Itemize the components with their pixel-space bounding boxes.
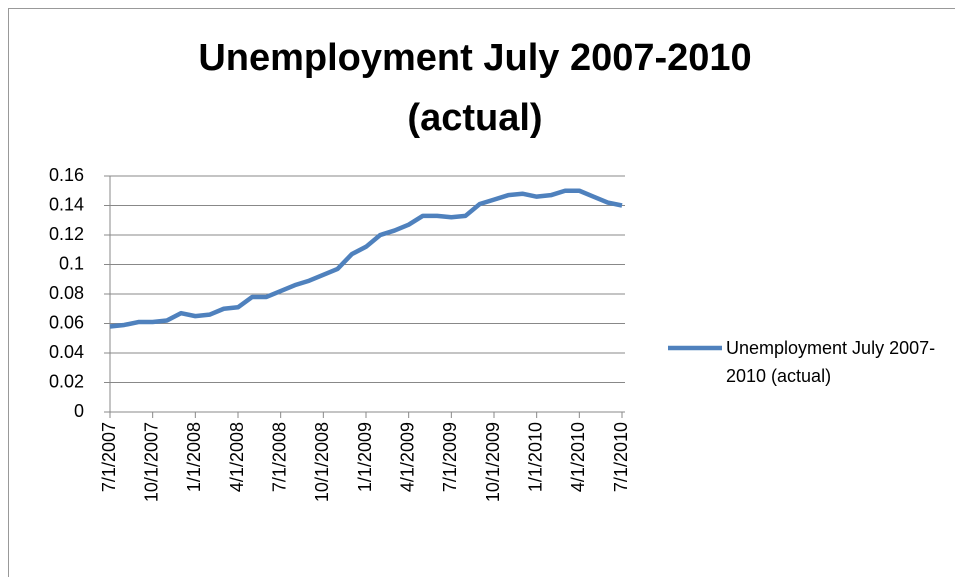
y-tick-label: 0.12 (49, 224, 84, 244)
x-tick-label: 7/1/2007 (99, 422, 119, 492)
y-tick-label: 0.1 (59, 253, 84, 273)
legend-label: Unemployment July 2007-2010 (actual) (726, 338, 936, 386)
chart-frame (8, 8, 955, 577)
y-tick-label: 0 (74, 401, 84, 421)
y-tick-label: 0.02 (49, 371, 84, 391)
y-tick-label: 0.14 (49, 194, 84, 214)
x-tick-label: 4/1/2008 (227, 422, 247, 492)
x-tick-label: 1/1/2009 (355, 422, 375, 492)
x-tick-label: 1/1/2008 (184, 422, 204, 492)
y-tick-label: 0.08 (49, 283, 84, 303)
y-tick-label: 0.04 (49, 342, 84, 362)
x-tick-label: 10/1/2009 (483, 422, 503, 502)
x-tick-label: 7/1/2010 (611, 422, 631, 492)
x-tick-label: 4/1/2010 (568, 422, 588, 492)
y-tick-label: 0.16 (49, 165, 84, 185)
x-tick-label: 4/1/2009 (397, 422, 417, 492)
x-tick-label: 1/1/2010 (525, 422, 545, 492)
chart-title: Unemployment July 2007-2010 (actual) (198, 37, 752, 139)
x-tick-label: 10/1/2007 (141, 422, 161, 502)
x-tick-label: 7/1/2008 (269, 422, 289, 492)
data-line (109, 188, 623, 329)
y-tick-label: 0.06 (49, 312, 84, 332)
x-tick-label: 7/1/2009 (440, 422, 460, 492)
x-tick-label: 10/1/2008 (312, 422, 332, 502)
